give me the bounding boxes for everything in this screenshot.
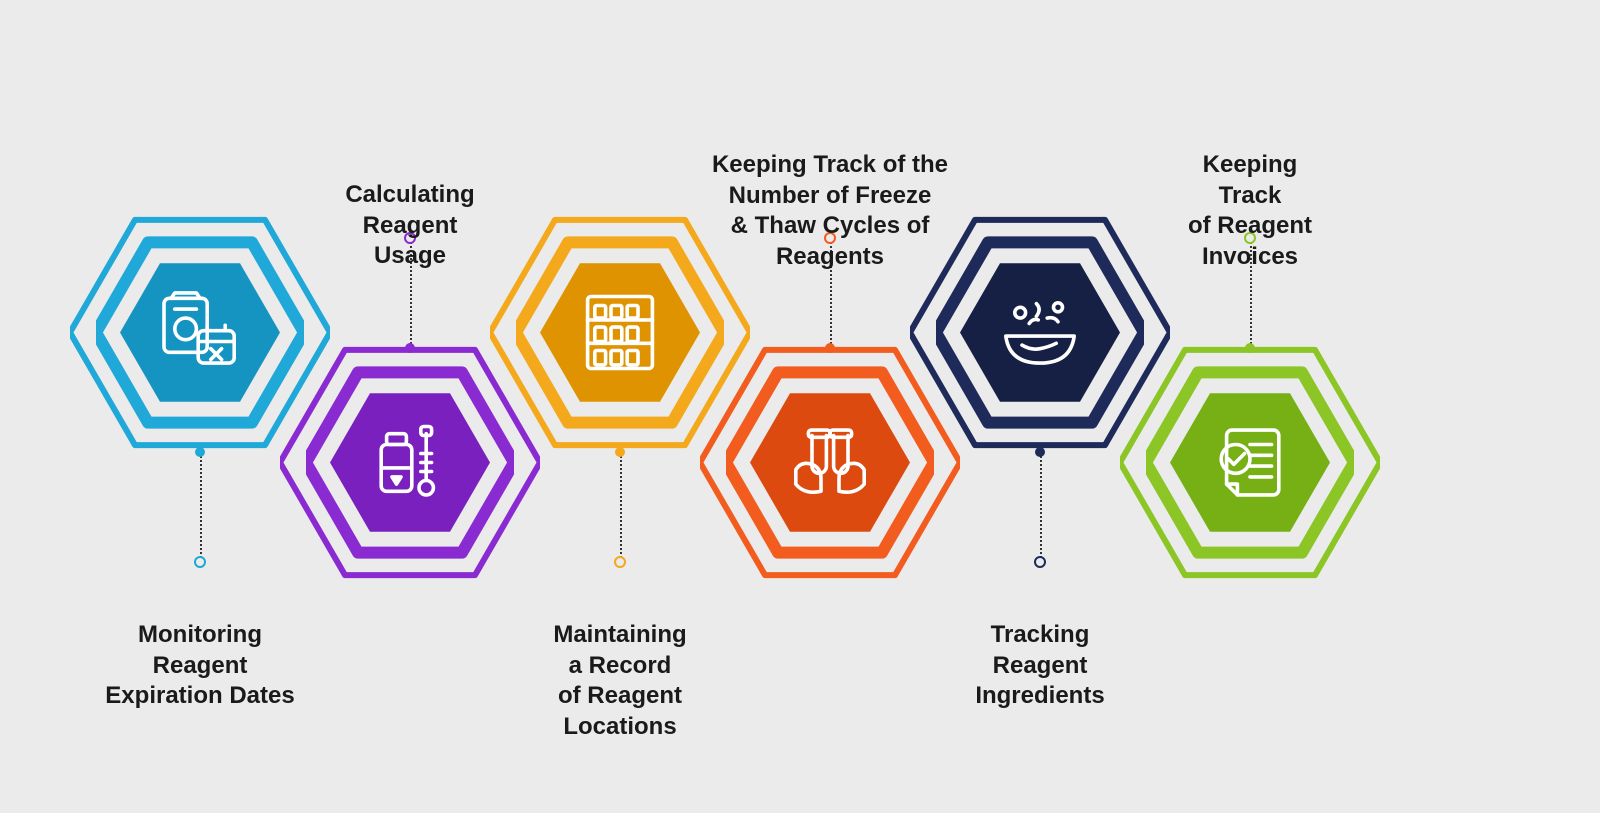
connector-dot [1034,556,1046,568]
invoice-check-icon [1205,418,1295,513]
connector [1040,452,1042,562]
junction-dot [825,343,835,353]
connector-dot [194,556,206,568]
calendar-x-icon [155,288,245,383]
junction-dot [615,447,625,457]
junction-dot [1035,447,1045,457]
vial-dropper-icon [365,418,455,513]
junction-dot [195,447,205,457]
connector-dot [614,556,626,568]
label-reagent-locations: Maintaining a Record of Reagent Location… [490,620,750,743]
junction-dot [405,343,415,353]
label-reagent-ingredients: Tracking Reagent Ingredients [910,620,1170,712]
shelves-icon [575,288,665,383]
label-reagent-invoices: Keeping Track of Reagent Invoices [1120,150,1380,273]
hands-tube-icon [785,418,875,513]
connector [200,452,202,562]
junction-dot [1245,343,1255,353]
label-reagent-expiration: Monitoring Reagent Expiration Dates [70,620,330,712]
bowl-icon [995,288,1085,383]
connector [620,452,622,562]
